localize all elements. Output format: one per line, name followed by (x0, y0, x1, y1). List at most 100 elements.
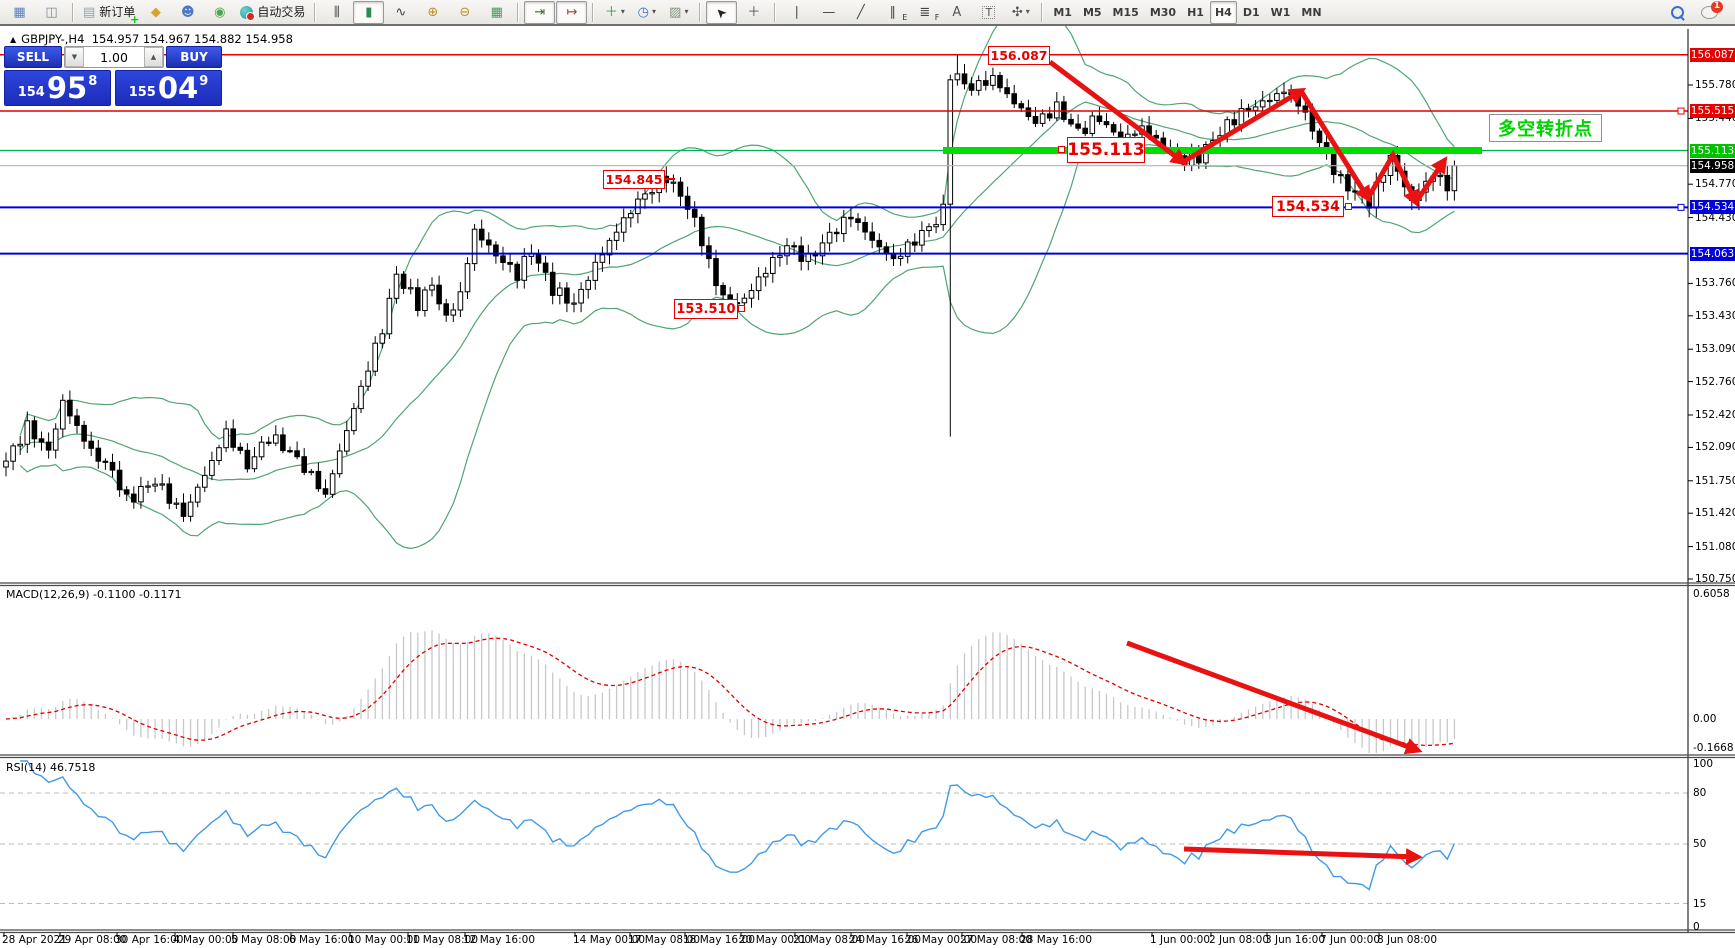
arrows-icon: ✣ (1011, 4, 1023, 20)
timeframe-w1-button[interactable]: W1 (1270, 5, 1291, 19)
price-axis-badge: 154.063 (1690, 246, 1735, 261)
price-annotation-label[interactable]: 154.845 (603, 170, 665, 189)
timeframe-mn-button[interactable]: MN (1301, 5, 1322, 19)
vertical-line-button[interactable]: ∣ (781, 1, 812, 24)
annotation-note[interactable]: 多空转折点 (1489, 114, 1602, 142)
text-button[interactable]: A (941, 1, 972, 24)
price-axis-label: 153.090 (1695, 343, 1735, 356)
dropdown-arrow-icon[interactable]: ▾ (684, 7, 689, 16)
rsi-axis-label: 15 (1693, 897, 1707, 910)
bollinger-lower-band[interactable] (19, 138, 1455, 550)
search-icon (1671, 5, 1684, 19)
templates-button[interactable]: ▨ ▾ (663, 1, 694, 24)
periods-button[interactable]: ◷ ▾ (631, 1, 662, 24)
sell-price-display[interactable]: 154 95 8 (4, 70, 111, 106)
time-axis-label: 10 May 00:00 (348, 934, 421, 946)
timeframe-h1-button[interactable]: H1 (1187, 5, 1204, 19)
indicators-button[interactable]: ＋ ▾ (599, 1, 630, 24)
macd-trend-arrow[interactable] (1126, 640, 1423, 755)
fibonacci-button[interactable]: ≣ F (909, 1, 940, 24)
line-chart-button[interactable]: ∿ (385, 1, 416, 24)
plus-icon: + (130, 12, 140, 26)
dropdown-arrow-icon[interactable]: ▾ (620, 7, 625, 16)
toolbar-separator (517, 2, 520, 22)
profiles-button[interactable]: ◫ (36, 1, 67, 24)
volume-up-button[interactable]: ▲ (144, 47, 163, 67)
trend-arrow[interactable] (1181, 87, 1307, 165)
auto-scroll-icon: ⇥ (534, 4, 546, 20)
dropdown-arrow-icon[interactable]: ▾ (1025, 7, 1030, 16)
new-order-button[interactable]: ▤ + 新订单 (79, 1, 140, 26)
time-axis-label: 4 May 00:00 (173, 934, 239, 946)
rsi-axis-label: 100 (1693, 758, 1714, 770)
price-axis-label: 153.430 (1695, 309, 1735, 322)
autotrading-button[interactable]: 自动交易 (236, 1, 309, 24)
line-handle[interactable] (1677, 203, 1685, 211)
timeframe-m30-button[interactable]: M30 (1149, 5, 1177, 19)
rsi-trend-arrow[interactable] (1183, 846, 1423, 866)
buy-price-display[interactable]: 155 04 9 (115, 70, 222, 106)
time-axis-label: 27 May 08:00 (960, 934, 1033, 946)
toolbar: ▦ ◫ ▤ + 新订单 ◆ ☻ ◉ 自动交易 ⫼ ▮ ∿ ⊕ ⊖ ▦ ⇥ ↦ ＋ ▾ ◷ ▾ ▨ ▾ ➤ ＋ ∣ — ╱ ∥ E ≣ F A T ✣… (0, 0, 1735, 26)
line-handle[interactable] (1677, 107, 1685, 115)
price-annotation-label[interactable]: 153.510 (674, 299, 738, 319)
toolbar-separator (774, 2, 777, 22)
candlestick-chart-icon: ▮ (365, 4, 373, 20)
bollinger-middle-band[interactable] (19, 101, 1455, 481)
timeframe-m5-button[interactable]: M5 (1082, 5, 1102, 19)
trend-arrow[interactable] (1048, 60, 1188, 166)
bollinger-upper-band[interactable] (19, 1, 1455, 440)
volume-value[interactable]: 1.00 (100, 49, 128, 65)
timeframe-m15-button[interactable]: M15 (1112, 5, 1139, 19)
trend-arrow[interactable] (1298, 89, 1372, 204)
chart-collapse-icon[interactable]: ▲ (10, 35, 17, 44)
label-anchor-square (738, 305, 745, 312)
trend-arrow[interactable] (1365, 149, 1419, 208)
bar-chart-icon: ⫼ (333, 4, 340, 20)
time-axis-label: 7 Jun 00:00 (1320, 934, 1381, 946)
bar-chart-button[interactable]: ⫼ (321, 1, 352, 24)
sell-button[interactable]: SELL (4, 46, 62, 68)
toolbar-separator (314, 2, 317, 22)
timeframe-m1-button[interactable]: M1 (1053, 5, 1072, 19)
auto-scroll-button[interactable]: ⇥ (524, 0, 556, 24)
zoom-in-button[interactable]: ⊕ (417, 1, 448, 24)
dropdown-arrow-icon[interactable]: ▾ (651, 7, 656, 16)
price-axis-badge: 155.515 (1690, 104, 1735, 119)
trendline-button[interactable]: ╱ (845, 1, 876, 24)
timeframe-d1-button[interactable]: D1 (1242, 5, 1260, 19)
price-annotation-label[interactable]: 154.534 (1272, 196, 1344, 217)
periods-icon: ◷ (637, 4, 649, 20)
trend-arrow[interactable] (1413, 156, 1448, 204)
rsi-axis-label: 50 (1693, 838, 1707, 850)
notifications-button[interactable]: 1 (1694, 0, 1725, 24)
horizontal-line-button[interactable]: — (813, 1, 844, 24)
arrows-button[interactable]: ✣ ▾ (1005, 1, 1036, 24)
styles-button[interactable]: ◆ (140, 1, 171, 24)
macd-label: MACD(12,26,9) -0.1100 -0.1171 (6, 588, 182, 601)
volume-spinner[interactable]: ▼ 1.00 ▲ (64, 46, 164, 68)
cursor-button[interactable]: ➤ (706, 0, 738, 24)
new-chart-button[interactable]: ▦ (4, 1, 35, 24)
candlestick-chart-button[interactable]: ▮ (353, 0, 385, 24)
icon-subscript: E (902, 12, 908, 22)
community-button[interactable]: ☻ (172, 1, 203, 24)
price-annotation-label[interactable]: 155.113 (1067, 137, 1145, 163)
price-annotation-label[interactable]: 156.087 (988, 46, 1050, 65)
price-axis-badge: 156.087 (1690, 47, 1735, 62)
equidistant-channel-button[interactable]: ∥ E (877, 1, 908, 24)
timeframe-h4-button[interactable]: H4 (1209, 0, 1237, 24)
price-axis-label: 152.090 (1695, 441, 1735, 454)
support-line-thick-green[interactable] (943, 147, 1482, 155)
tile-windows-button[interactable]: ▦ (481, 1, 512, 24)
chart-shift-button[interactable]: ↦ (556, 0, 588, 24)
text-label-button[interactable]: T (973, 1, 1004, 24)
signals-button[interactable]: ◉ (204, 1, 235, 24)
volume-down-button[interactable]: ▼ (65, 47, 84, 67)
buy-button[interactable]: BUY (166, 46, 222, 68)
zoom-out-button[interactable]: ⊖ (449, 1, 480, 24)
search-button[interactable] (1662, 1, 1693, 24)
crosshair-button[interactable]: ＋ (738, 1, 769, 24)
time-axis-label: 5 May 08:00 (231, 934, 297, 946)
